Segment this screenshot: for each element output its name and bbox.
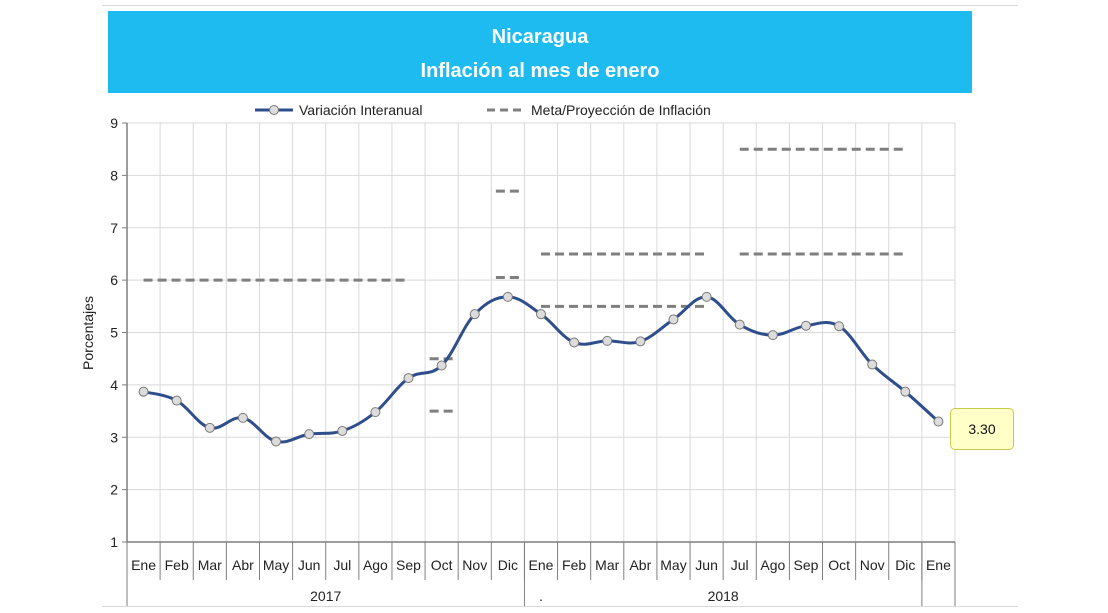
x-axis-labels: Ene Feb Mar Abr May Jun Jul Ago Sep Oct Nov Dic Ene F…	[131, 557, 951, 604]
x-tick-label: May	[660, 557, 686, 573]
x-tick-label: Jun	[695, 557, 718, 573]
series-point	[370, 407, 381, 418]
y-tick-label: 8	[110, 167, 118, 183]
series-point	[767, 330, 778, 341]
last-value-callout: 3.30	[950, 408, 1014, 450]
x-tick-label: Ago	[760, 557, 785, 573]
series-point	[834, 321, 845, 332]
x-tick-label: Feb	[562, 557, 586, 573]
y-tick-label: 7	[110, 220, 118, 236]
chart-axes: 1 2 3 4 5 6 7 8 9	[110, 115, 956, 606]
series-point	[734, 319, 745, 330]
series-point	[800, 320, 811, 331]
y-tick-label: 1	[110, 534, 118, 550]
series-point	[469, 309, 480, 320]
series-point	[304, 429, 315, 440]
year-label: 2018	[708, 588, 739, 604]
x-tick-label: Oct	[828, 557, 850, 573]
last-value-label: 3.30	[968, 421, 996, 437]
series-point	[237, 412, 248, 423]
x-tick-label: Ene	[131, 557, 156, 573]
x-tick-label: Dic	[498, 557, 518, 573]
series-point	[602, 335, 613, 346]
stray-mark: .	[539, 588, 543, 604]
legend-series-marker	[269, 105, 279, 115]
y-axis-label: Porcentajes	[80, 296, 96, 370]
y-tick-label: 3	[110, 429, 118, 445]
frame-top-line	[102, 5, 1018, 6]
y-tick-label: 2	[110, 482, 118, 498]
series-point	[436, 360, 447, 371]
x-tick-label: May	[263, 557, 289, 573]
x-tick-label: Jul	[333, 557, 351, 573]
series-point	[635, 336, 646, 347]
chart-title: Nicaragua	[491, 26, 589, 48]
x-tick-label: Oct	[431, 557, 453, 573]
legend-target-label: Meta/Proyección de Inflación	[531, 102, 711, 118]
x-tick-label: Abr	[629, 557, 651, 573]
x-tick-label: Sep	[793, 557, 818, 573]
y-tick-label: 9	[110, 115, 118, 131]
x-tick-label: Mar	[595, 557, 619, 573]
x-tick-label: Ene	[926, 557, 951, 573]
x-tick-label: Ago	[363, 557, 388, 573]
series-point	[138, 386, 149, 397]
legend-series-label: Variación Interanual	[299, 102, 422, 118]
x-tick-label: Jul	[731, 557, 749, 573]
target-series	[143, 147, 906, 413]
series-points	[138, 291, 944, 447]
chart-gridlines	[126, 122, 956, 543]
x-tick-label: Abr	[232, 557, 254, 573]
series-point	[204, 422, 215, 433]
series-point	[536, 309, 546, 320]
series-point	[403, 373, 414, 384]
x-tick-label: Mar	[198, 557, 222, 573]
series-point	[900, 386, 911, 397]
series-point	[171, 395, 182, 406]
series-point	[569, 337, 580, 348]
x-tick-label: Ene	[529, 557, 554, 573]
chart-legend: Variación Interanual Meta/Proyección de …	[255, 102, 711, 118]
series-point	[337, 425, 348, 436]
x-tick-label: Feb	[165, 557, 189, 573]
x-tick-label: Nov	[860, 557, 885, 573]
x-tick-label: Dic	[895, 557, 915, 573]
x-tick-label: Sep	[396, 557, 421, 573]
series-point	[271, 436, 282, 447]
chart-subtitle: Inflación al mes de enero	[420, 60, 660, 82]
y-tick-label: 6	[110, 272, 118, 288]
chart-title-banner: Nicaragua Inflación al mes de enero	[108, 11, 972, 93]
y-tick-label: 4	[110, 377, 118, 393]
frame-bottom-line	[102, 606, 1018, 607]
x-tick-label: Nov	[462, 557, 487, 573]
series-point	[933, 416, 944, 427]
series-point	[867, 359, 878, 370]
series-point	[502, 291, 513, 302]
series-point	[701, 291, 712, 302]
y-tick-label: 5	[110, 325, 118, 341]
x-tick-label: Jun	[298, 557, 321, 573]
series-point	[668, 314, 679, 325]
year-label: 2017	[310, 588, 341, 604]
